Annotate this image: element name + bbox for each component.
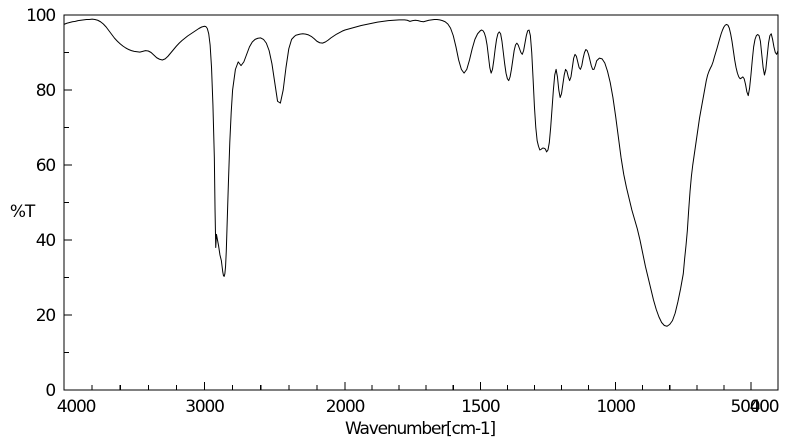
axis-ticks <box>64 51 752 390</box>
spectrum-trace <box>63 18 779 327</box>
x-axis-title: Wavenumber[cm-1] <box>345 419 495 439</box>
y-tick-label-100: 100 <box>26 6 55 26</box>
y-axis-title: %T <box>10 202 36 222</box>
y-tick-label-0: 0 <box>45 381 55 401</box>
y-tick-label-80: 80 <box>36 81 56 101</box>
trace-line-0 <box>63 18 779 327</box>
plot-border <box>63 14 779 391</box>
y-tick-label-40: 40 <box>36 231 56 251</box>
x-tick-label-1000: 1000 <box>596 397 635 417</box>
x-tick-label-3000: 3000 <box>185 397 224 417</box>
y-tick-label-60: 60 <box>36 156 56 176</box>
x-tick-label-4000: 4000 <box>57 397 96 417</box>
y-tick-label-20: 20 <box>36 306 56 326</box>
x-tick-label-1500: 1500 <box>461 397 500 417</box>
x-tick-label-2000: 2000 <box>326 397 365 417</box>
plot-frame <box>63 14 779 391</box>
x-tick-label-500: 500 <box>731 397 760 417</box>
x-tick-label-400: 400 <box>750 397 779 417</box>
